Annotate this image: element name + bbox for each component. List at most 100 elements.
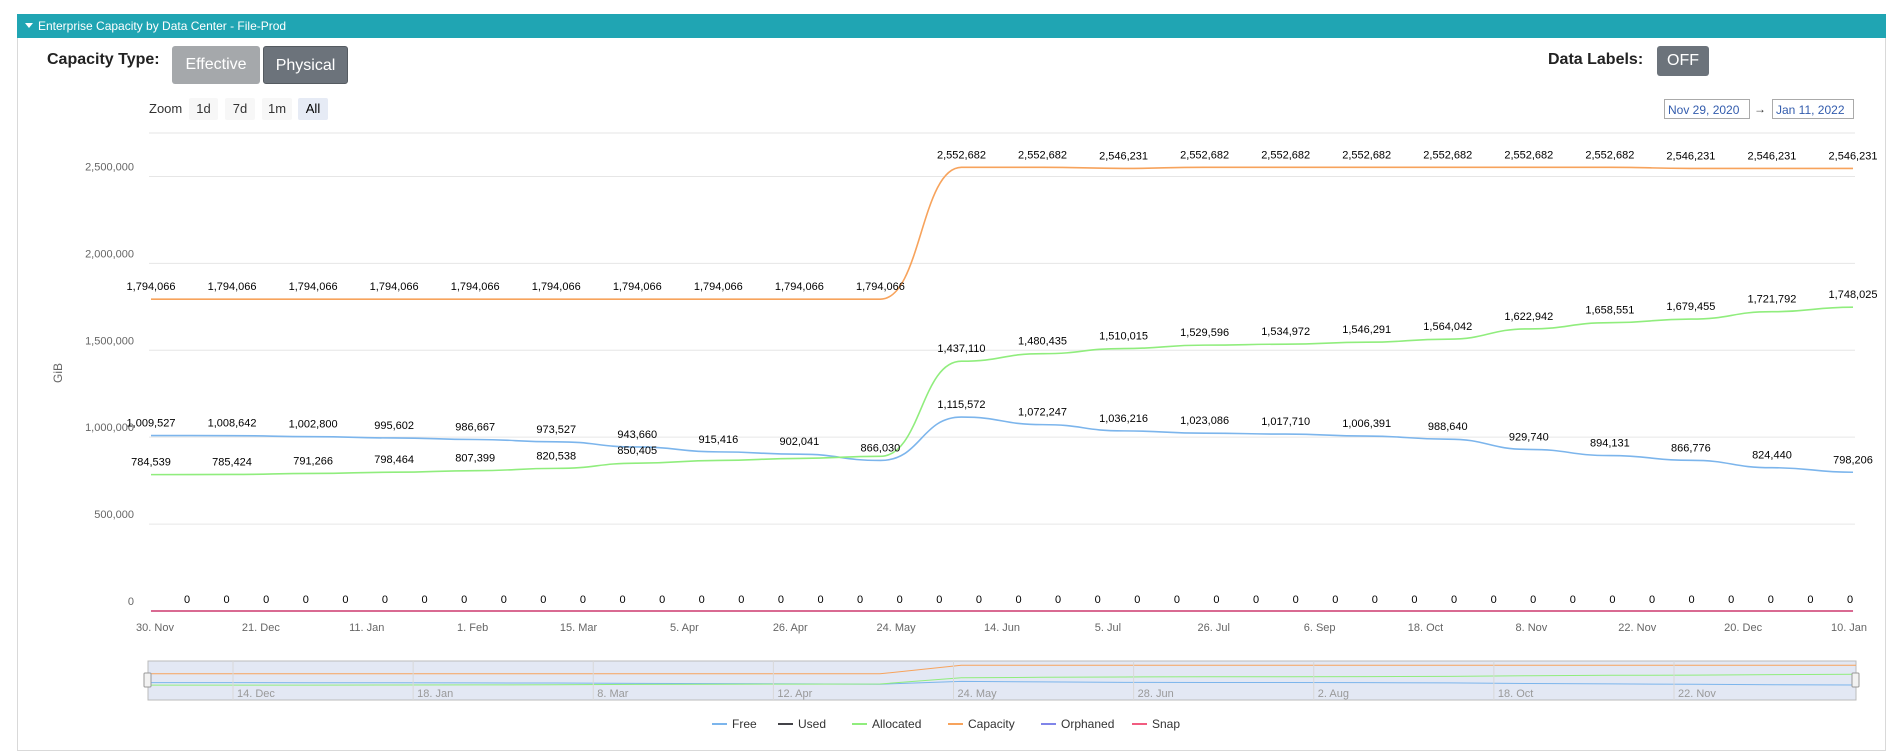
data-label-allocated: 1,529,596 (1180, 327, 1229, 339)
y-tick-label: 1,500,000 (85, 335, 134, 347)
data-label-free: 866,030 (861, 442, 901, 454)
range-to-input[interactable]: Jan 11, 2022 (1772, 99, 1854, 119)
legend-item-capacity[interactable]: Capacity (948, 717, 1015, 731)
legend-item-free[interactable]: Free (712, 717, 757, 731)
series-line-allocated (150, 306, 1854, 476)
data-label-capacity: 2,552,682 (1342, 149, 1391, 161)
navigator-tick-label: 18. Jan (417, 688, 453, 700)
data-label-capacity: 2,552,682 (1423, 149, 1472, 161)
data-label-zero: 0 (936, 594, 942, 606)
navigator-line-capacity (148, 664, 1856, 675)
x-tick-label: 24. May (877, 622, 917, 634)
data-label-zero: 0 (1134, 594, 1140, 606)
data-label-capacity: 2,546,231 (1747, 150, 1796, 162)
effective-button[interactable]: Effective (172, 46, 260, 84)
chart-legend: Free Used Allocated Capacity Orphaned Snap (712, 717, 1180, 731)
data-label-zero: 0 (1411, 594, 1417, 606)
legend-label: Allocated (872, 717, 921, 731)
data-label-allocated: 1,658,551 (1585, 305, 1634, 317)
data-label-zero: 0 (501, 594, 507, 606)
x-tick-label: 20. Dec (1724, 622, 1762, 634)
x-tick-label: 1. Feb (457, 622, 488, 634)
data-label-zero: 0 (1728, 594, 1734, 606)
legend-item-used[interactable]: Used (778, 717, 826, 731)
legend-label: Used (798, 717, 826, 731)
navigator-tick-label: 8. Mar (597, 688, 629, 700)
data-label-allocated: 1,480,435 (1018, 336, 1067, 348)
chart-grid (149, 132, 1855, 525)
range-from-input[interactable]: Nov 29, 2020 (1664, 99, 1750, 119)
data-label-zero: 0 (817, 594, 823, 606)
x-axis-ticks: 30. Nov 21. Dec 11. Jan 1. Feb 15. Mar 5. Apr… (136, 622, 1867, 634)
data-label-free: 894,131 (1590, 438, 1630, 450)
x-tick-label: 11. Jan (349, 622, 384, 634)
legend-label: Free (732, 717, 757, 731)
data-label-zero: 0 (1649, 594, 1655, 606)
x-tick-label: 6. Sep (1304, 622, 1336, 634)
zoom-7d-button[interactable]: 7d (225, 98, 255, 120)
legend-item-snap[interactable]: Snap (1132, 717, 1180, 731)
data-label-allocated: 1,721,792 (1747, 294, 1796, 306)
data-label-capacity: 2,552,682 (1180, 149, 1229, 161)
data-label-allocated: 791,266 (293, 455, 333, 467)
data-label-free: 798,206 (1833, 454, 1873, 466)
data-label-zero: 0 (263, 594, 269, 606)
data-label-free: 1,023,086 (1180, 415, 1229, 427)
navigator-tick-label: 24. May (958, 688, 998, 700)
collapse-caret-icon[interactable] (25, 23, 33, 29)
data-label-allocated: 1,748,025 (1829, 289, 1878, 301)
data-label-capacity: 1,794,066 (127, 281, 176, 293)
data-label-zero: 0 (619, 594, 625, 606)
data-label-free: 915,416 (698, 434, 738, 446)
data-label-capacity: 1,794,066 (289, 281, 338, 293)
x-tick-label: 30. Nov (136, 622, 174, 634)
legend-item-allocated[interactable]: Allocated (852, 717, 921, 731)
physical-button[interactable]: Physical (263, 46, 348, 84)
legend-label: Orphaned (1061, 717, 1114, 731)
x-tick-label: 15. Mar (560, 622, 598, 634)
zoom-1m-button[interactable]: 1m (262, 98, 292, 120)
navigator-tick-label: 14. Dec (237, 688, 275, 700)
data-label-allocated: 798,464 (374, 454, 414, 466)
x-tick-label: 5. Jul (1095, 622, 1121, 634)
data-label-allocated: 1,510,015 (1099, 331, 1148, 343)
data-label-allocated: 1,622,942 (1504, 311, 1553, 323)
data-labels-toggle[interactable]: OFF (1657, 46, 1709, 76)
navigator-tick-label: 28. Jun (1138, 688, 1174, 700)
data-labels-label: Data Labels: (1548, 51, 1644, 68)
data-label-zero: 0 (1847, 594, 1853, 606)
x-tick-label: 22. Nov (1618, 622, 1656, 634)
data-label-free: 1,036,216 (1099, 413, 1148, 425)
data-label-zero: 0 (1174, 594, 1180, 606)
x-tick-label: 14. Jun (984, 622, 1020, 634)
zoom-all-button[interactable]: All (298, 98, 328, 120)
panel-header[interactable]: Enterprise Capacity by Data Center - Fil… (17, 14, 1886, 38)
zoom-label: Zoom (149, 101, 183, 116)
x-tick-label: 26. Jul (1198, 622, 1230, 634)
data-label-capacity: 2,552,682 (937, 149, 986, 161)
data-label-capacity: 1,794,066 (775, 281, 824, 293)
panel-title: Enterprise Capacity by Data Center - Fil… (38, 19, 287, 33)
data-label-capacity: 2,546,231 (1829, 150, 1878, 162)
data-label-free: 866,776 (1671, 442, 1711, 454)
data-label-zero: 0 (342, 594, 348, 606)
data-label-zero: 0 (1253, 594, 1259, 606)
data-label-allocated: 1,564,042 (1423, 321, 1472, 333)
data-label-capacity: 1,794,066 (856, 281, 905, 293)
data-label-capacity: 2,546,231 (1666, 150, 1715, 162)
navigator-left-handle[interactable] (143, 672, 152, 688)
navigator-right-handle[interactable] (1851, 672, 1860, 688)
data-label-zero: 0 (897, 594, 903, 606)
legend-item-orphaned[interactable]: Orphaned (1041, 717, 1114, 731)
navigator-tick-label: 22. Nov (1678, 688, 1716, 700)
data-label-free: 973,527 (536, 424, 576, 436)
navigator-selection (147, 660, 1857, 701)
data-label-zero: 0 (303, 594, 309, 606)
data-label-capacity: 1,794,066 (451, 281, 500, 293)
x-tick-label: 10. Jan (1831, 622, 1867, 634)
zoom-1d-button[interactable]: 1d (189, 98, 218, 120)
data-label-free: 1,009,527 (127, 418, 176, 430)
data-label-zero: 0 (1015, 594, 1021, 606)
data-label-free: 988,640 (1428, 421, 1468, 433)
